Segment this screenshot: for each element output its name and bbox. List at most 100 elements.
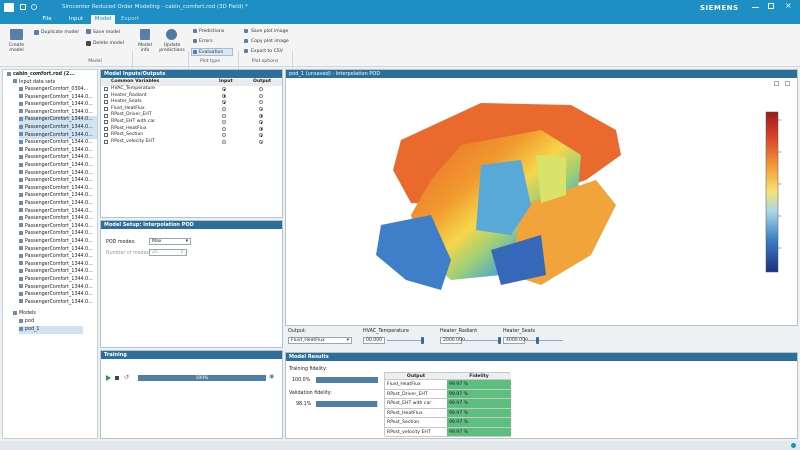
tree-dataset-item[interactable]: PassengerComfort_1344.0... bbox=[19, 200, 97, 208]
variable-checkbox[interactable] bbox=[104, 133, 108, 138]
delete-model-button[interactable]: Delete model bbox=[93, 41, 124, 46]
save-plot-image-button[interactable]: Save plot image bbox=[251, 29, 289, 34]
input-radio[interactable] bbox=[222, 113, 226, 118]
num-modes-input[interactable]: 25 ↕ bbox=[149, 249, 187, 256]
input-radio[interactable] bbox=[222, 93, 226, 98]
parameter-slider-thumb[interactable] bbox=[535, 337, 539, 344]
tree-dataset-item[interactable]: PassengerComfort_1344.0... bbox=[19, 94, 97, 102]
input-radio[interactable] bbox=[222, 139, 226, 144]
collapse-view-icon[interactable] bbox=[785, 81, 790, 86]
input-radio[interactable] bbox=[222, 106, 226, 111]
save-model-button[interactable]: Save model bbox=[93, 30, 121, 35]
create-model-button[interactable]: Create model bbox=[8, 43, 25, 53]
parameter-value-input[interactable]: 2000.000 bbox=[440, 337, 465, 344]
play-icon[interactable] bbox=[106, 375, 111, 381]
variable-checkbox[interactable] bbox=[104, 87, 108, 92]
output-radio[interactable] bbox=[259, 133, 263, 138]
tree-dataset-item[interactable]: PassengerComfort_1344.0... bbox=[19, 253, 97, 261]
reset-icon[interactable]: ↺ bbox=[124, 374, 130, 381]
variable-checkbox[interactable] bbox=[104, 100, 108, 105]
variable-checkbox[interactable] bbox=[104, 106, 108, 111]
tree-dataset-item[interactable]: PassengerComfort_1344.0... bbox=[19, 147, 97, 155]
tree-dataset-item[interactable]: PassengerComfort_1344.0... bbox=[19, 154, 97, 162]
cabin-3d-view[interactable] bbox=[371, 85, 641, 295]
model-info-button[interactable]: Model info bbox=[138, 43, 152, 53]
qa-save-icon[interactable] bbox=[20, 4, 26, 10]
tree-dataset-item[interactable]: PassengerComfort_1344.0... bbox=[19, 124, 97, 132]
evaluation-button[interactable]: Evaluation bbox=[199, 50, 224, 55]
pod-modes-select[interactable]: Max ▾ bbox=[149, 238, 191, 245]
tree-dataset-item[interactable]: PassengerComfort_1344.0... bbox=[19, 238, 97, 246]
tree-dataset-item[interactable]: PassengerComfort_1344.0... bbox=[19, 268, 97, 276]
tab-export[interactable]: Export bbox=[120, 16, 139, 22]
tree-dataset-item[interactable]: PassengerComfort_0304... bbox=[19, 86, 97, 94]
variable-checkbox[interactable] bbox=[104, 139, 108, 144]
tree-dataset-item[interactable]: PassengerComfort_1344.0... bbox=[19, 192, 97, 200]
stop-icon[interactable] bbox=[115, 376, 119, 380]
output-radio[interactable] bbox=[259, 87, 263, 92]
tree-model-item[interactable]: pod_1 bbox=[19, 326, 83, 334]
tree-dataset-item[interactable]: PassengerComfort_1344.0... bbox=[19, 131, 97, 140]
input-radio[interactable] bbox=[222, 100, 226, 105]
input-radio[interactable] bbox=[222, 126, 226, 131]
update-predictions-button[interactable]: Update predictions bbox=[159, 43, 185, 53]
tree-dataset-item[interactable]: PassengerComfort_1344.0... bbox=[19, 116, 97, 124]
tree-dataset-item[interactable]: PassengerComfort_1344.0... bbox=[19, 139, 97, 147]
tree-dataset-item[interactable]: PassengerComfort_1344.0... bbox=[19, 299, 97, 307]
parameter-slider-thumb[interactable] bbox=[421, 337, 424, 344]
variable-checkbox[interactable] bbox=[104, 93, 108, 98]
variable-checkbox[interactable] bbox=[104, 113, 108, 118]
output-radio[interactable] bbox=[259, 113, 263, 118]
tree-root[interactable]: cabin_comfort.rod (2... bbox=[7, 71, 75, 79]
qa-undo-icon[interactable] bbox=[31, 4, 37, 10]
export-csv-button[interactable]: Export to CSV bbox=[251, 49, 283, 54]
training-info-icon[interactable]: ◉ bbox=[269, 373, 275, 380]
input-radio[interactable] bbox=[222, 87, 226, 92]
variable-checkbox[interactable] bbox=[104, 120, 108, 125]
parameter-value-input[interactable]: 00.000 bbox=[363, 337, 385, 344]
input-radio[interactable] bbox=[222, 120, 226, 125]
output-radio[interactable] bbox=[259, 93, 263, 98]
copy-plot-image-button[interactable]: Copy plot image bbox=[251, 39, 289, 44]
parameter-slider-track[interactable] bbox=[464, 340, 500, 342]
maximize-button[interactable] bbox=[768, 3, 774, 9]
predictions-button[interactable]: Predictions bbox=[199, 29, 225, 34]
tree-dataset-item[interactable]: PassengerComfort_1344.0... bbox=[19, 246, 97, 254]
output-radio[interactable] bbox=[259, 120, 263, 125]
output-radio[interactable] bbox=[259, 100, 263, 105]
tree-dataset-item[interactable]: PassengerComfort_1344.0... bbox=[19, 291, 97, 299]
tree-dataset-item[interactable]: PassengerComfort_1344.0... bbox=[19, 170, 97, 178]
tree-models-folder[interactable]: Models bbox=[13, 310, 36, 318]
parameter-slider-track[interactable] bbox=[387, 340, 423, 342]
tree-dataset-item[interactable]: PassengerComfort_1344.0... bbox=[19, 109, 97, 117]
tree-model-item[interactable]: pod bbox=[19, 318, 97, 326]
tree-dataset-item[interactable]: PassengerComfort_1344.0... bbox=[19, 261, 97, 269]
tree-dataset-item[interactable]: PassengerComfort_1344.0... bbox=[19, 185, 97, 193]
parameter-slider-thumb[interactable] bbox=[498, 337, 501, 344]
tree-dataset-item[interactable]: PassengerComfort_1344.0... bbox=[19, 208, 97, 216]
tree-dataset-item[interactable]: PassengerComfort_1344.0... bbox=[19, 223, 97, 231]
tree-dataset-item[interactable]: PassengerComfort_1344.0... bbox=[19, 215, 97, 223]
tree-dataset-item[interactable]: PassengerComfort_1344.0... bbox=[19, 177, 97, 185]
tree-dataset-item[interactable]: PassengerComfort_1344.0... bbox=[19, 284, 97, 292]
duplicate-model-button[interactable]: Duplicate model bbox=[41, 30, 79, 35]
tree-dataset-item[interactable]: PassengerComfort_1344.0... bbox=[19, 162, 97, 170]
minimize-button[interactable] bbox=[752, 7, 759, 8]
parameter-value-input[interactable]: 4000.000 bbox=[503, 337, 528, 344]
close-button[interactable]: × bbox=[785, 1, 792, 10]
tree-input-folder[interactable]: Input data sets bbox=[13, 79, 55, 87]
tab-file[interactable]: File bbox=[42, 16, 52, 22]
output-radio[interactable] bbox=[259, 126, 263, 131]
expand-view-icon[interactable] bbox=[774, 81, 779, 86]
input-radio[interactable] bbox=[222, 133, 226, 138]
tab-model[interactable]: Model bbox=[91, 15, 115, 24]
errors-button[interactable]: Errors bbox=[199, 39, 213, 44]
output-select[interactable]: Fluid_HeatFlux ▾ bbox=[288, 337, 352, 344]
tab-input[interactable]: Input bbox=[68, 16, 84, 22]
parameter-slider-track[interactable] bbox=[527, 340, 563, 342]
tree-dataset-item[interactable]: PassengerComfort_1344.0... bbox=[19, 101, 97, 109]
output-radio[interactable] bbox=[259, 106, 263, 111]
output-radio[interactable] bbox=[259, 139, 263, 144]
tree-dataset-item[interactable]: PassengerComfort_1344.0... bbox=[19, 276, 97, 284]
tree-dataset-item[interactable]: PassengerComfort_1344.0... bbox=[19, 230, 97, 238]
